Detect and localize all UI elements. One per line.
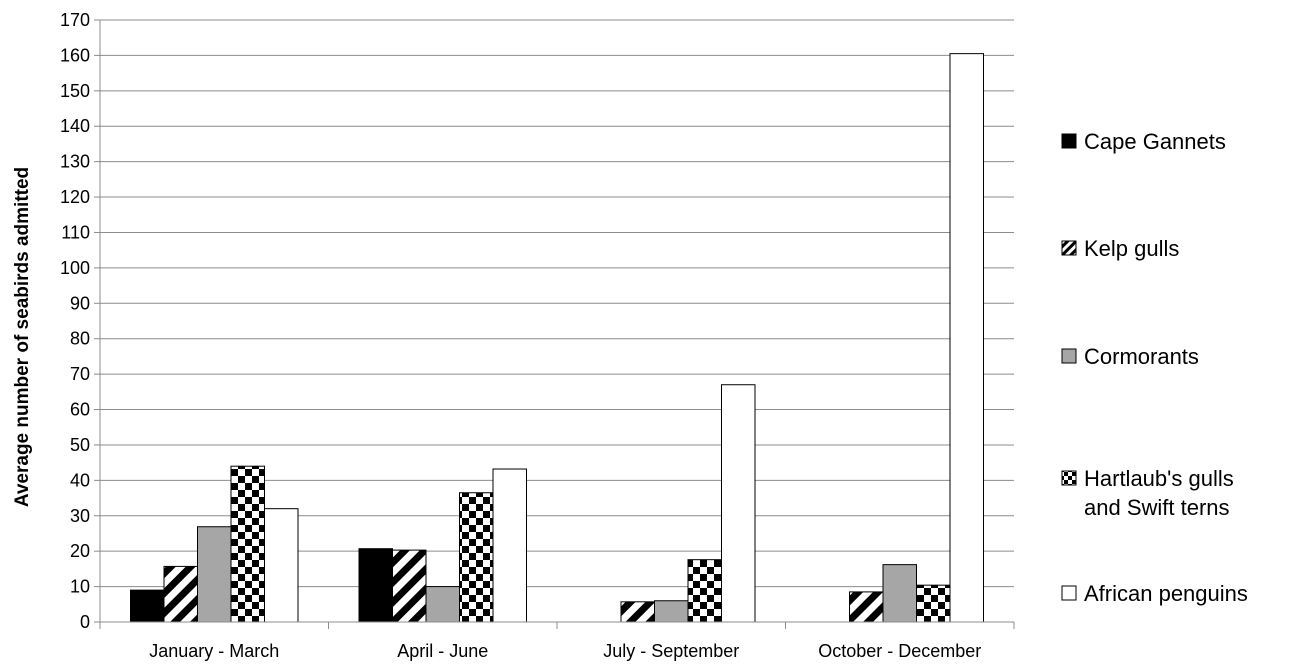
y-tick-label: 170 <box>60 10 90 30</box>
bar-hartlaub-s-gulls-and-swift-terns-4 <box>916 584 951 623</box>
y-tick-label: 90 <box>70 293 90 313</box>
bars <box>130 53 984 623</box>
x-tick-label: April - June <box>397 641 488 661</box>
y-tick-label: 30 <box>70 506 90 526</box>
y-tick-label: 50 <box>70 435 90 455</box>
bar-kelp-gulls-1 <box>163 565 198 623</box>
legend-swatch <box>1061 585 1077 601</box>
x-tick-label: January - March <box>149 641 279 661</box>
y-axis-label: Average number of seabirds admitted <box>12 167 33 507</box>
y-tick-label: 70 <box>70 364 90 384</box>
y-tick-label: 150 <box>60 81 90 101</box>
bar-kelp-gulls-2 <box>392 549 427 623</box>
legend: Cape Gannets Kelp gulls Cormorants Hartlaub… <box>1061 129 1248 606</box>
bar-cormorants-4 <box>882 564 917 623</box>
legend-swatch <box>1061 133 1077 149</box>
legend-label: Cape Gannets <box>1084 129 1226 154</box>
bar-kelp-gulls-3 <box>620 601 655 623</box>
bar-cormorants-2 <box>425 586 460 623</box>
y-tick-label: 120 <box>60 187 90 207</box>
y-tick-label: 140 <box>60 116 90 136</box>
legend-label: Hartlaub's gulls <box>1084 466 1234 491</box>
bar-cormorants-3 <box>654 600 689 623</box>
bar-african-penguins-2 <box>492 468 527 623</box>
legend-swatch <box>1061 348 1077 364</box>
x-tick-label: July - September <box>603 641 739 661</box>
bar-cape-gannets-1 <box>130 589 165 623</box>
y-axis-ticks: 0 10 20 30 40 50 60 70 80 90 100 110 120 130 140 150 160… <box>60 10 100 632</box>
y-tick-label: 40 <box>70 470 90 490</box>
y-tick-label: 20 <box>70 541 90 561</box>
y-tick-label: 130 <box>60 152 90 172</box>
y-tick-label: 100 <box>60 258 90 278</box>
y-tick-label: 110 <box>61 222 90 242</box>
legend-label: Kelp gulls <box>1084 236 1179 261</box>
legend-label: and Swift terns <box>1084 495 1230 520</box>
bar-african-penguins-3 <box>721 384 756 623</box>
legend-swatch <box>1061 240 1077 256</box>
y-tick-label: 160 <box>60 45 90 65</box>
y-tick-label: 0 <box>80 612 90 632</box>
bar-hartlaub-s-gulls-and-swift-terns-1 <box>230 465 265 623</box>
bar-cape-gannets-2 <box>358 548 393 623</box>
bar-kelp-gulls-4 <box>849 591 884 623</box>
legend-label: African penguins <box>1084 581 1248 606</box>
bar-hartlaub-s-gulls-and-swift-terns-2 <box>459 492 494 623</box>
bar-cormorants-1 <box>197 526 232 623</box>
y-tick-label: 80 <box>70 329 90 349</box>
legend-label: Cormorants <box>1084 344 1199 369</box>
y-tick-label: 60 <box>70 400 90 420</box>
bar-african-penguins-4 <box>949 53 984 623</box>
bar-african-penguins-1 <box>264 508 299 623</box>
legend-swatch <box>1061 470 1077 486</box>
x-axis-ticks: January - March April - June July - Septem… <box>99 622 1015 661</box>
gridlines <box>100 19 1014 588</box>
y-tick-label: 10 <box>70 577 90 597</box>
bar-hartlaub-s-gulls-and-swift-terns-3 <box>687 559 722 623</box>
x-tick-label: October - December <box>818 641 981 661</box>
